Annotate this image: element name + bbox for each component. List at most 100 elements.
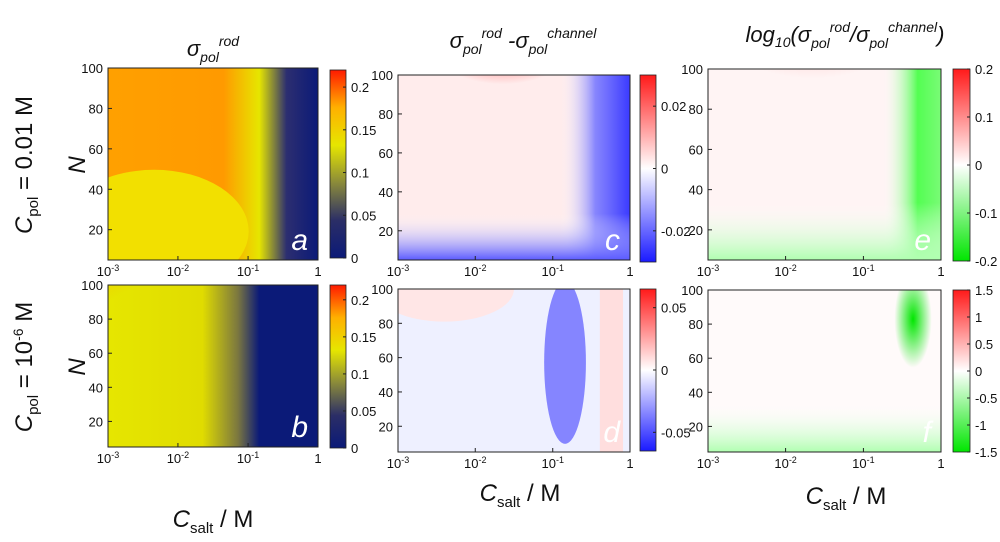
x-tick-label: 10-1	[852, 263, 874, 279]
x-tick-label: 1	[314, 451, 321, 466]
panel-letter: b	[291, 411, 308, 444]
y-tick-label: 40	[379, 185, 393, 200]
colorbar-tick-label: 1.5	[975, 283, 993, 298]
heatmap-region	[708, 69, 941, 260]
x-tick-label: 10-3	[387, 263, 409, 279]
y-tick-label: 20	[689, 419, 703, 434]
y-tick-label: 100	[681, 62, 703, 77]
x-tick-label: 10-3	[697, 263, 719, 279]
heatmap-region	[108, 169, 249, 260]
x-tick-label: 1	[314, 264, 321, 279]
plot-frame	[707, 68, 942, 261]
y-tick-label: 80	[689, 102, 703, 117]
colorbar-tick-label: 0.2	[975, 62, 993, 77]
heatmap-area	[108, 68, 318, 260]
y-axis-label: N	[64, 358, 91, 376]
panel-letter: a	[291, 224, 308, 257]
colorbar-tick-label: 0	[351, 251, 358, 266]
y-tick-label: 20	[379, 224, 393, 239]
x-axis-labels: Csalt / M Csalt / M Csalt / M	[173, 480, 887, 537]
colorbar-tick-label: 0	[975, 158, 982, 173]
column-title-1: σpolrod	[187, 33, 240, 65]
y-tick-label: 60	[689, 142, 703, 157]
x-tick-label: 1	[626, 264, 633, 279]
colorbar-tick-label: 0.15	[351, 330, 376, 345]
plot-frame	[107, 284, 319, 448]
colorbar-tick-label: 0.1	[351, 367, 369, 382]
colorbar-tick-label: 0.2	[351, 293, 369, 308]
row-labels: Cpol = 0.01 M Cpol = 10-6 M	[10, 96, 42, 432]
column-title-2: σpolrod -σpolchannel	[450, 25, 598, 57]
x-tick-label: 10-3	[697, 455, 719, 471]
plot-frame	[397, 288, 631, 453]
colorbar-tick-label: 0	[661, 363, 668, 378]
heatmap-area	[398, 289, 630, 452]
y-tick-label: 80	[89, 101, 103, 116]
plot-frame	[107, 67, 319, 261]
x-tick-label: 1	[937, 264, 944, 279]
y-tick-label: 60	[89, 142, 103, 157]
x-tick-label: 10-2	[167, 263, 189, 279]
heatmap-area	[708, 290, 941, 452]
heatmap-region	[708, 290, 941, 452]
colorbar	[329, 284, 347, 449]
heatmap-area	[708, 69, 941, 260]
heatmap-region	[137, 68, 247, 141]
colorbar-tick-label: -1.5	[975, 445, 997, 460]
colorbar-tick-label: 0.1	[351, 166, 369, 181]
panel-c: 20 40 60 80 100 10-3 10-2 10-1 1c 0.02 0 -0.02	[371, 68, 690, 279]
colorbar-tick-label: -1	[975, 418, 987, 433]
y-tick-label: 20	[89, 223, 103, 238]
panel-a: 20 40 60 80 100 10-3 10-2 10-1 1a 0.2 0.15 0.1 0.05 0	[81, 61, 376, 279]
y-tick-label: 20	[379, 419, 393, 434]
y-tick-label: 100	[81, 61, 103, 76]
y-tick-label: 40	[379, 385, 393, 400]
y-axis-label: N	[64, 156, 91, 174]
x-tick-label: 10-1	[852, 455, 874, 471]
y-tick-label: 80	[689, 317, 703, 332]
x-tick-label: 10-1	[542, 455, 564, 471]
y-tick-label: 100	[681, 283, 703, 298]
colorbar-tick-label: 0.2	[351, 80, 369, 95]
panel-letter: c	[605, 224, 620, 257]
x-tick-label: 10-2	[464, 263, 486, 279]
heatmap-area	[398, 75, 630, 260]
y-tick-label: 60	[379, 351, 393, 366]
heatmap-region	[398, 75, 630, 260]
y-tick-label: 100	[81, 278, 103, 293]
column-title-3: log10(σpolrod/σpolchannel)	[746, 19, 945, 51]
y-tick-label: 20	[89, 414, 103, 429]
x-tick-label: 10-1	[237, 263, 259, 279]
y-tick-label: 60	[689, 351, 703, 366]
colorbar-tick-label: -0.5	[975, 391, 997, 406]
x-axis-label: Csalt / M	[806, 483, 887, 514]
panel-b: 20 40 60 80 100 10-3 10-2 10-1 1b 0.2 0.15 0.1 0.05 0	[81, 278, 376, 466]
y-tick-label: 60	[379, 146, 393, 161]
x-tick-label: 10-3	[387, 455, 409, 471]
row-label-1: Cpol = 0.01 M	[11, 96, 42, 234]
colorbar-tick-label: 0.05	[661, 301, 686, 316]
y-tick-label: 40	[89, 182, 103, 197]
y-tick-label: 80	[379, 316, 393, 331]
colorbar-tick-label: 0	[975, 364, 982, 379]
y-tick-label: 100	[371, 282, 393, 297]
panel-letter: f	[923, 416, 934, 449]
x-tick-label: 1	[626, 456, 633, 471]
y-tick-label: 100	[371, 68, 393, 83]
y-tick-label: 80	[89, 312, 103, 327]
panel-d: 20 40 60 80 100 10-3 10-2 10-1 1d 0.05 0 -0.05	[371, 282, 690, 471]
y-tick-label: 40	[689, 183, 703, 198]
colorbar	[329, 69, 347, 259]
colorbar-tick-label: 0	[661, 162, 668, 177]
x-tick-label: 10-2	[774, 263, 796, 279]
y-tick-label: 20	[689, 223, 703, 238]
x-tick-label: 10-1	[542, 263, 564, 279]
colorbar-tick-label: 0	[351, 441, 358, 456]
column-titles: σpolrod σpolrod -σpolchannel log10(σpolrod…	[64, 19, 944, 376]
colorbar-tick-label: 0.05	[351, 208, 376, 223]
x-axis-label: Csalt / M	[480, 480, 561, 511]
x-tick-label: 10-2	[464, 455, 486, 471]
row-label-2: Cpol = 10-6 M	[10, 302, 42, 433]
